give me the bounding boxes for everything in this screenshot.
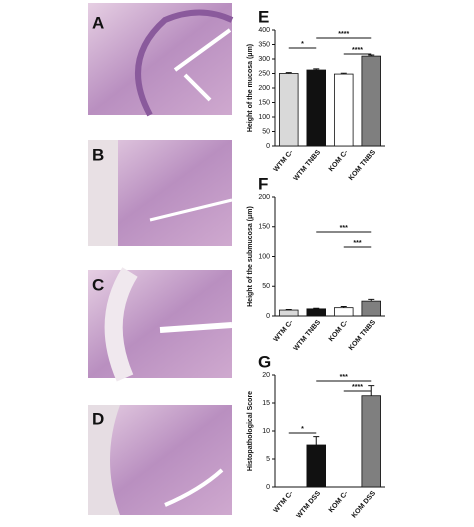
y-tick-label: 150 bbox=[258, 99, 270, 106]
x-tick-label: KOM DSS bbox=[351, 490, 378, 520]
x-tick-label: WTM TNBS bbox=[293, 149, 323, 183]
significance-label: * bbox=[301, 426, 304, 433]
error-bar bbox=[340, 305, 347, 308]
error-bar bbox=[340, 72, 347, 75]
y-tick-label: 100 bbox=[258, 253, 270, 260]
lumen bbox=[149, 198, 233, 222]
error-bar bbox=[368, 298, 375, 302]
y-tick-label: 15 bbox=[262, 400, 270, 407]
bar bbox=[306, 444, 326, 488]
x-tick-label: WTM DSS bbox=[296, 490, 323, 520]
significance-label: **** bbox=[338, 31, 349, 38]
panel-label: D bbox=[92, 409, 104, 428]
significance-label: **** bbox=[352, 384, 363, 391]
bar bbox=[361, 300, 381, 317]
error-bar bbox=[285, 72, 292, 74]
background bbox=[88, 405, 120, 515]
error-bar bbox=[313, 307, 320, 309]
y-tick-label: 50 bbox=[262, 283, 270, 290]
y-axis-label: Height of the mucosa (μm) bbox=[247, 44, 254, 132]
significance-label: * bbox=[301, 41, 304, 48]
lumen bbox=[173, 28, 232, 102]
bar bbox=[361, 395, 381, 488]
y-axis-label: Histopathological Score bbox=[247, 391, 254, 471]
tissue bbox=[135, 9, 234, 117]
x-tick-label: KOM C- bbox=[328, 489, 350, 514]
panel-label: A bbox=[92, 13, 104, 32]
significance-label: *** bbox=[353, 240, 361, 247]
y-tick-label: 150 bbox=[258, 224, 270, 231]
y-tick-label: 0 bbox=[266, 143, 270, 150]
panel-label: G bbox=[258, 352, 271, 371]
y-tick-label: 250 bbox=[258, 70, 270, 77]
y-tick-label: 200 bbox=[258, 194, 270, 201]
y-axis-label: Height of the submucosa (μm) bbox=[247, 206, 254, 307]
y-tick-label: 400 bbox=[258, 27, 270, 34]
background bbox=[104, 267, 138, 382]
lumen bbox=[159, 322, 233, 333]
y-tick-label: 200 bbox=[258, 85, 270, 92]
significance-label: *** bbox=[340, 374, 348, 381]
bar bbox=[278, 309, 299, 317]
y-tick-label: 50 bbox=[262, 128, 270, 135]
bar bbox=[306, 308, 326, 317]
y-tick-label: 350 bbox=[258, 41, 270, 48]
x-tick-label: WTM C- bbox=[273, 318, 296, 343]
significance-label: **** bbox=[352, 47, 363, 54]
y-tick-label: 100 bbox=[258, 114, 270, 121]
significance-label: *** bbox=[340, 225, 348, 232]
bar bbox=[333, 73, 354, 147]
x-tick-label: KOM TNBS bbox=[348, 319, 378, 352]
panel-label: C bbox=[92, 275, 104, 294]
x-tick-label: WTM C- bbox=[273, 148, 296, 173]
bar bbox=[278, 73, 299, 147]
y-tick-label: 5 bbox=[266, 456, 270, 463]
x-tick-label: KOM C- bbox=[328, 318, 350, 343]
error-bar bbox=[368, 54, 375, 57]
x-tick-label: WTM C- bbox=[273, 489, 296, 514]
error-bar bbox=[313, 68, 320, 71]
x-tick-label: WTM TNBS bbox=[293, 319, 323, 353]
histology-images bbox=[88, 3, 234, 515]
error-bar bbox=[285, 308, 292, 311]
y-tick-label: 0 bbox=[266, 484, 270, 491]
y-tick-label: 300 bbox=[258, 56, 270, 63]
panel-label: F bbox=[258, 174, 268, 193]
y-tick-label: 0 bbox=[266, 313, 270, 320]
panel-label: E bbox=[258, 7, 269, 26]
background bbox=[88, 140, 118, 246]
y-tick-label: 20 bbox=[262, 372, 270, 379]
bar bbox=[306, 69, 326, 147]
error-bar bbox=[313, 436, 320, 445]
x-tick-label: KOM C- bbox=[328, 148, 350, 173]
x-tick-label: KOM TNBS bbox=[348, 149, 378, 182]
bar bbox=[361, 55, 381, 147]
y-tick-label: 10 bbox=[262, 428, 270, 435]
lumen bbox=[164, 468, 224, 507]
bar bbox=[333, 307, 354, 317]
panel-label: B bbox=[92, 145, 104, 164]
